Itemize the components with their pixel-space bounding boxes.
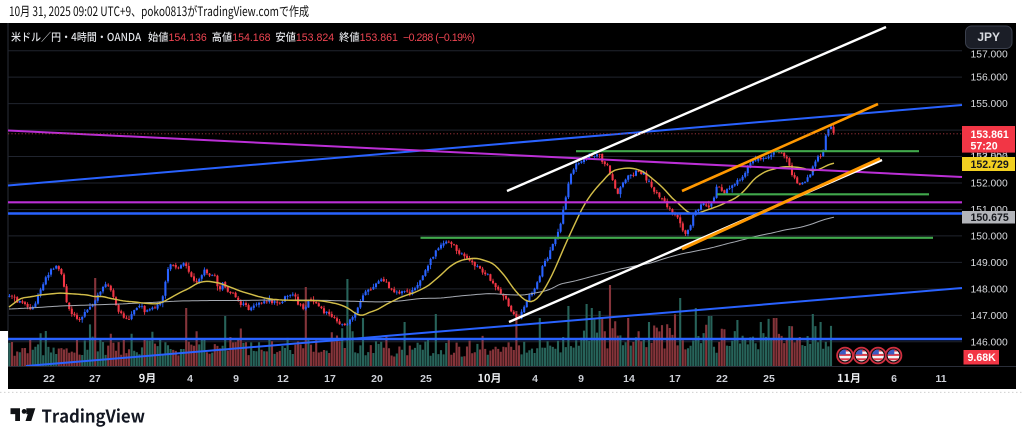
svg-text:25: 25 [763, 373, 775, 385]
svg-text:17: 17 [324, 373, 336, 385]
svg-text:JPY: JPY [977, 30, 1000, 44]
svg-text:152.000: 152.000 [971, 179, 1008, 190]
svg-text:4: 4 [532, 373, 538, 385]
svg-text:25: 25 [420, 373, 432, 385]
svg-text:150.000: 150.000 [971, 232, 1008, 243]
svg-text:12: 12 [277, 373, 289, 385]
svg-text:20: 20 [371, 373, 383, 385]
svg-text:57:20: 57:20 [971, 140, 998, 152]
svg-text:22: 22 [716, 373, 728, 385]
svg-text:9: 9 [233, 373, 239, 385]
svg-text:27: 27 [89, 373, 101, 385]
svg-text:153.824: 153.824 [296, 32, 334, 44]
svg-text:22: 22 [43, 373, 55, 385]
svg-text:4: 4 [187, 373, 193, 385]
svg-text:157.000: 157.000 [971, 50, 1008, 61]
svg-text:9: 9 [578, 373, 584, 385]
svg-text:153.861: 153.861 [971, 129, 1009, 141]
svg-text:152.729: 152.729 [971, 159, 1009, 171]
svg-text:156.000: 156.000 [971, 73, 1008, 84]
svg-text:148.000: 148.000 [971, 285, 1008, 296]
svg-text:153.861: 153.861 [360, 32, 398, 44]
svg-text:14: 14 [623, 373, 635, 385]
svg-text:151.000: 151.000 [971, 205, 1008, 216]
svg-text:147.000: 147.000 [971, 311, 1008, 322]
svg-text:154.136: 154.136 [169, 32, 207, 44]
svg-text:11: 11 [935, 373, 946, 385]
svg-text:17: 17 [669, 373, 681, 385]
svg-text:−0.288 (−0.19%): −0.288 (−0.19%) [403, 32, 475, 44]
svg-text:150.675: 150.675 [971, 212, 1009, 224]
svg-text:146.000: 146.000 [971, 337, 1008, 348]
svg-text:6: 6 [891, 373, 897, 385]
svg-text:9.68K: 9.68K [968, 352, 997, 364]
svg-text:155.000: 155.000 [971, 99, 1008, 110]
svg-text:149.000: 149.000 [971, 258, 1008, 269]
svg-text:152.952: 152.952 [971, 151, 1008, 162]
svg-text:154.168: 154.168 [232, 32, 270, 44]
